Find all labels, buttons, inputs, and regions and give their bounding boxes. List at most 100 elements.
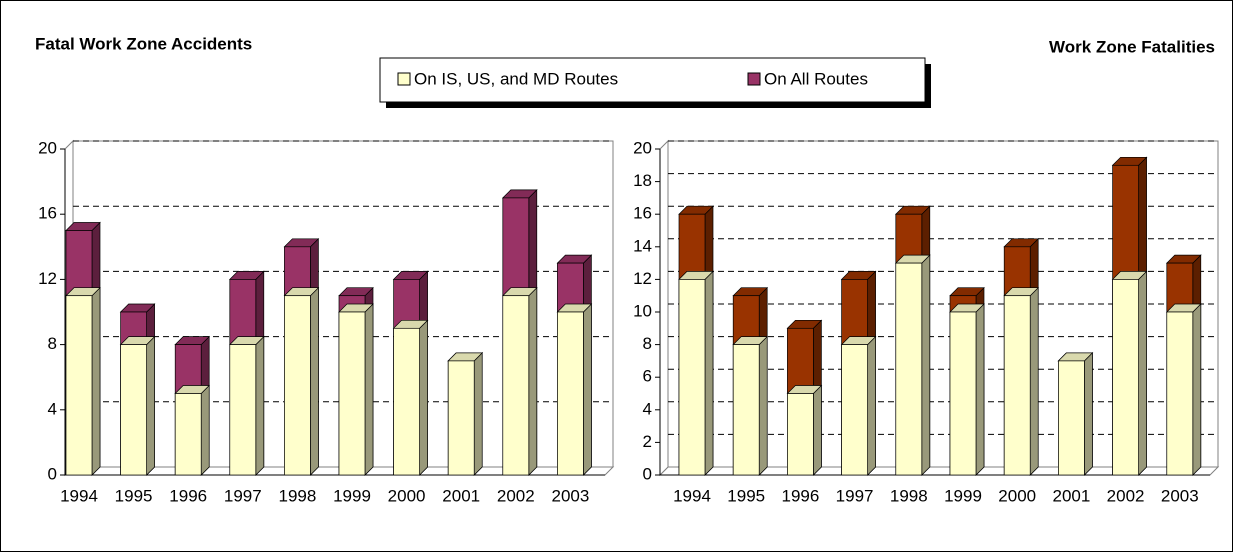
bar-front: [557, 311, 584, 476]
x-tick-label: 1997: [836, 486, 874, 505]
y-tick-label: 14: [633, 236, 652, 255]
bar-side: [200, 384, 210, 476]
bar: [65, 286, 101, 476]
bar-front: [447, 360, 475, 476]
x-tick-label: 1998: [890, 486, 928, 505]
bar: [119, 335, 156, 476]
bar-front: [1112, 279, 1139, 476]
x-tick-label: 2001: [442, 486, 480, 505]
y-tick-label: 10: [633, 301, 652, 320]
x-tick-label: 1994: [673, 486, 711, 505]
bar-front: [65, 295, 93, 476]
legend-label: On All Routes: [764, 69, 868, 88]
chart-title: Work Zone Fatalities: [1049, 37, 1215, 56]
y-tick-label: 20: [38, 138, 57, 157]
bar: [447, 352, 484, 476]
bar-side: [1084, 352, 1093, 476]
y-tick-label: 18: [633, 171, 652, 190]
bar: [392, 319, 429, 476]
x-tick-label: 1996: [781, 486, 819, 505]
y-tick-label: 0: [643, 464, 652, 483]
bar-side: [975, 303, 985, 476]
bar-side: [813, 384, 822, 476]
x-tick-label: 2002: [1107, 486, 1145, 505]
bar-side: [528, 286, 538, 476]
bar-front: [678, 279, 706, 476]
bar-side: [921, 254, 931, 476]
y-tick-label: 8: [48, 334, 57, 353]
bar: [732, 335, 769, 476]
bar: [556, 303, 593, 476]
bar: [786, 384, 823, 476]
y-tick-label: 4: [643, 399, 652, 418]
bar-front: [1166, 311, 1194, 476]
legend-box: [379, 57, 926, 103]
y-tick-label: 6: [643, 367, 652, 386]
x-tick-label: 1997: [224, 486, 262, 505]
y-tick-label: 20: [633, 138, 652, 157]
y-tick-label: 12: [38, 269, 57, 288]
x-tick-label: 1996: [169, 486, 207, 505]
bar: [338, 303, 374, 476]
bar-front: [1003, 295, 1031, 476]
bar-side: [1138, 270, 1147, 476]
x-tick-label: 1999: [944, 486, 982, 505]
x-tick-label: 2001: [1052, 486, 1090, 505]
bar-front: [393, 327, 420, 476]
bar: [228, 335, 265, 476]
bar-front: [338, 311, 366, 476]
side-wall: [659, 139, 669, 477]
bar: [283, 286, 320, 476]
bar-front: [174, 393, 202, 476]
bar: [894, 254, 931, 476]
y-tick-label: 16: [38, 204, 57, 223]
bar-side: [146, 335, 155, 476]
bar-side: [473, 352, 483, 476]
bar-side: [255, 335, 265, 476]
bar-front: [949, 311, 977, 476]
x-tick-label: 1995: [727, 486, 765, 505]
y-tick-label: 0: [48, 464, 57, 483]
bar-side: [1192, 303, 1202, 476]
bar-side: [91, 286, 101, 476]
x-tick-label: 1994: [60, 486, 98, 505]
bar: [1165, 303, 1202, 476]
x-tick-label: 2003: [1161, 486, 1199, 505]
bar-front: [895, 262, 923, 476]
bar-side: [419, 319, 428, 476]
bar: [949, 303, 985, 476]
bar-side: [583, 303, 592, 476]
x-tick-label: 2000: [388, 486, 426, 505]
y-tick-label: 8: [643, 334, 652, 353]
bar-side: [364, 303, 374, 476]
bar: [1003, 286, 1040, 476]
bar-side: [867, 335, 876, 476]
x-tick-label: 2003: [551, 486, 589, 505]
bar: [678, 270, 714, 476]
bar-front: [1058, 360, 1085, 476]
x-tick-label: 2002: [497, 486, 535, 505]
bar-front: [841, 344, 868, 476]
bar-front: [229, 344, 257, 476]
bar: [501, 286, 538, 476]
y-tick-label: 16: [633, 204, 652, 223]
bar-front: [120, 344, 147, 476]
legend: [379, 57, 931, 108]
y-tick-label: 4: [48, 399, 57, 418]
y-tick-label: 12: [633, 269, 652, 288]
x-tick-label: 1995: [115, 486, 153, 505]
bar-front: [284, 295, 311, 476]
bar-front: [732, 344, 760, 476]
bar: [174, 384, 211, 476]
bar-side: [704, 270, 714, 476]
legend-swatch: [747, 72, 761, 86]
bar: [840, 335, 877, 476]
bar-front: [502, 295, 530, 476]
bar: [1111, 270, 1148, 476]
y-tick-label: 2: [643, 432, 652, 451]
x-tick-label: 2000: [998, 486, 1036, 505]
legend-swatch: [397, 72, 411, 86]
bar: [1057, 352, 1094, 476]
bar-side: [758, 335, 768, 476]
